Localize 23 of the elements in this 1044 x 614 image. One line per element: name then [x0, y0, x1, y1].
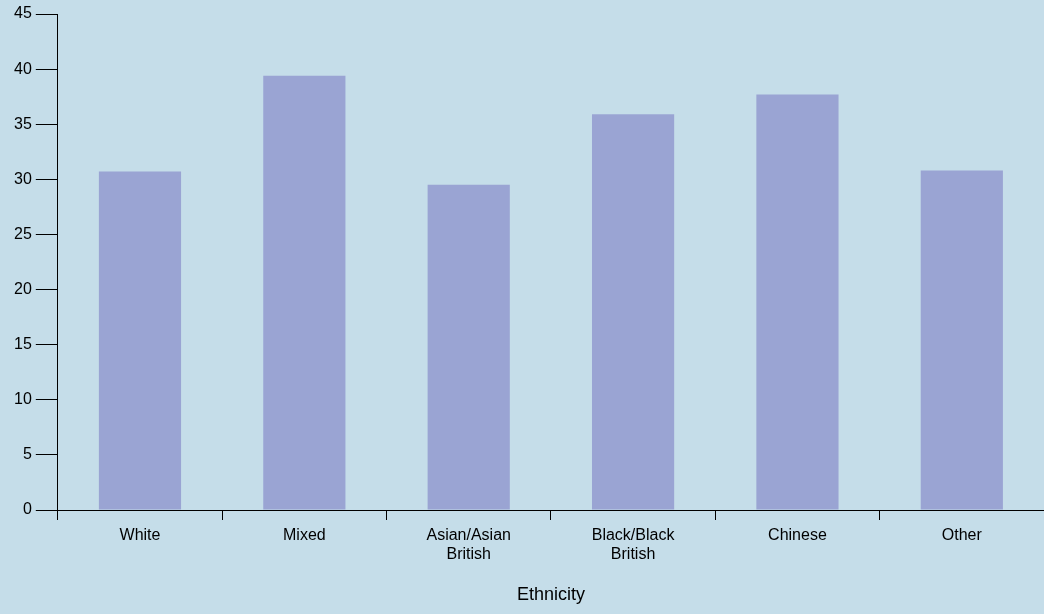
- y-tick-label: 30: [14, 169, 32, 187]
- y-tick-label: 5: [22, 445, 32, 463]
- x-tick-label: Other: [941, 526, 983, 544]
- x-tick-label: Asian/Asian British: [426, 526, 511, 563]
- bar: [920, 170, 1003, 510]
- y-tick-label: 40: [14, 59, 32, 77]
- bar: [263, 75, 346, 510]
- bar: [591, 114, 675, 510]
- x-tick-label: Black/Black British: [591, 526, 676, 563]
- y-tick-label: 20: [14, 279, 32, 297]
- x-tick-label: Mixed: [283, 526, 326, 544]
- bar: [427, 184, 510, 510]
- y-tick-label: 15: [14, 335, 32, 353]
- bar: [756, 94, 839, 510]
- y-tick-label: 0: [22, 500, 32, 518]
- x-tick-label: Chinese: [768, 526, 827, 544]
- x-tick-label: White: [119, 526, 161, 544]
- y-tick-label: 35: [14, 114, 32, 132]
- y-tick-label: 25: [14, 224, 32, 242]
- bar: [98, 171, 182, 510]
- y-tick-label: 45: [14, 4, 32, 22]
- y-tick-label: 10: [14, 390, 32, 408]
- x-axis-title: Ethnicity: [516, 584, 585, 605]
